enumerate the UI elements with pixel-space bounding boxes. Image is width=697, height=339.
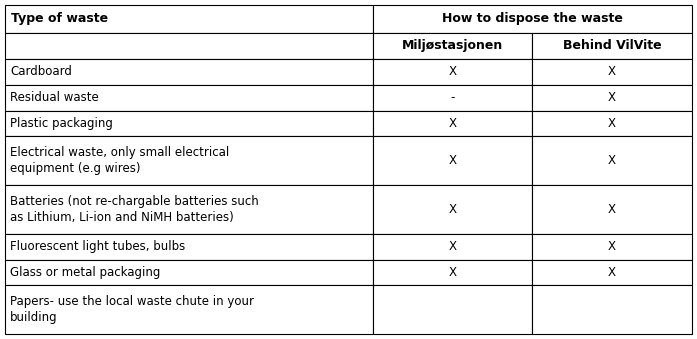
Bar (532, 234, 692, 260)
Text: X: X (448, 266, 457, 279)
Bar (5, 85, 372, 111)
Bar (372, 136, 532, 185)
Bar (5, 111, 372, 136)
Text: X: X (608, 266, 616, 279)
Bar (532, 260, 692, 285)
Bar (372, 33, 532, 59)
Bar (372, 285, 532, 334)
Text: Cardboard: Cardboard (10, 65, 72, 78)
Bar (5, 59, 372, 85)
Text: Miljøstasjonen: Miljøstasjonen (401, 39, 503, 52)
Text: X: X (608, 203, 616, 216)
Bar (532, 185, 692, 234)
Bar (532, 136, 692, 185)
Text: Residual waste: Residual waste (10, 91, 99, 104)
Bar (5, 136, 372, 185)
Bar (5, 285, 372, 334)
Text: X: X (448, 65, 457, 78)
Text: X: X (448, 154, 457, 167)
Bar (372, 59, 532, 85)
Text: X: X (608, 91, 616, 104)
Bar (5, 33, 372, 59)
Text: Fluorescent light tubes, bulbs: Fluorescent light tubes, bulbs (10, 240, 185, 253)
Text: Papers- use the local waste chute in your
building: Papers- use the local waste chute in you… (10, 295, 254, 324)
Text: X: X (448, 240, 457, 253)
Text: Plastic packaging: Plastic packaging (10, 117, 113, 130)
Text: Electrical waste, only small electrical
equipment (e.g wires): Electrical waste, only small electrical … (10, 146, 229, 176)
Text: Glass or metal packaging: Glass or metal packaging (10, 266, 160, 279)
Bar (5, 5, 372, 33)
Bar (532, 111, 692, 136)
Bar (372, 234, 532, 260)
Text: Batteries (not re-chargable batteries such
as Lithium, Li-ion and NiMH batteries: Batteries (not re-chargable batteries su… (10, 195, 259, 224)
Text: X: X (608, 154, 616, 167)
Bar (5, 234, 372, 260)
Bar (372, 111, 532, 136)
Bar (532, 285, 692, 334)
Text: X: X (608, 117, 616, 130)
Text: X: X (448, 203, 457, 216)
Bar (5, 185, 372, 234)
Text: How to dispose the waste: How to dispose the waste (442, 13, 622, 25)
Bar (5, 260, 372, 285)
Text: X: X (608, 240, 616, 253)
Text: X: X (448, 117, 457, 130)
Bar (372, 260, 532, 285)
Bar (372, 85, 532, 111)
Bar (532, 59, 692, 85)
Bar (532, 33, 692, 59)
Text: X: X (608, 65, 616, 78)
Text: -: - (450, 91, 454, 104)
Text: Behind VilVite: Behind VilVite (562, 39, 661, 52)
Bar (372, 5, 692, 33)
Text: Type of waste: Type of waste (11, 13, 108, 25)
Bar (532, 85, 692, 111)
Bar (372, 185, 532, 234)
